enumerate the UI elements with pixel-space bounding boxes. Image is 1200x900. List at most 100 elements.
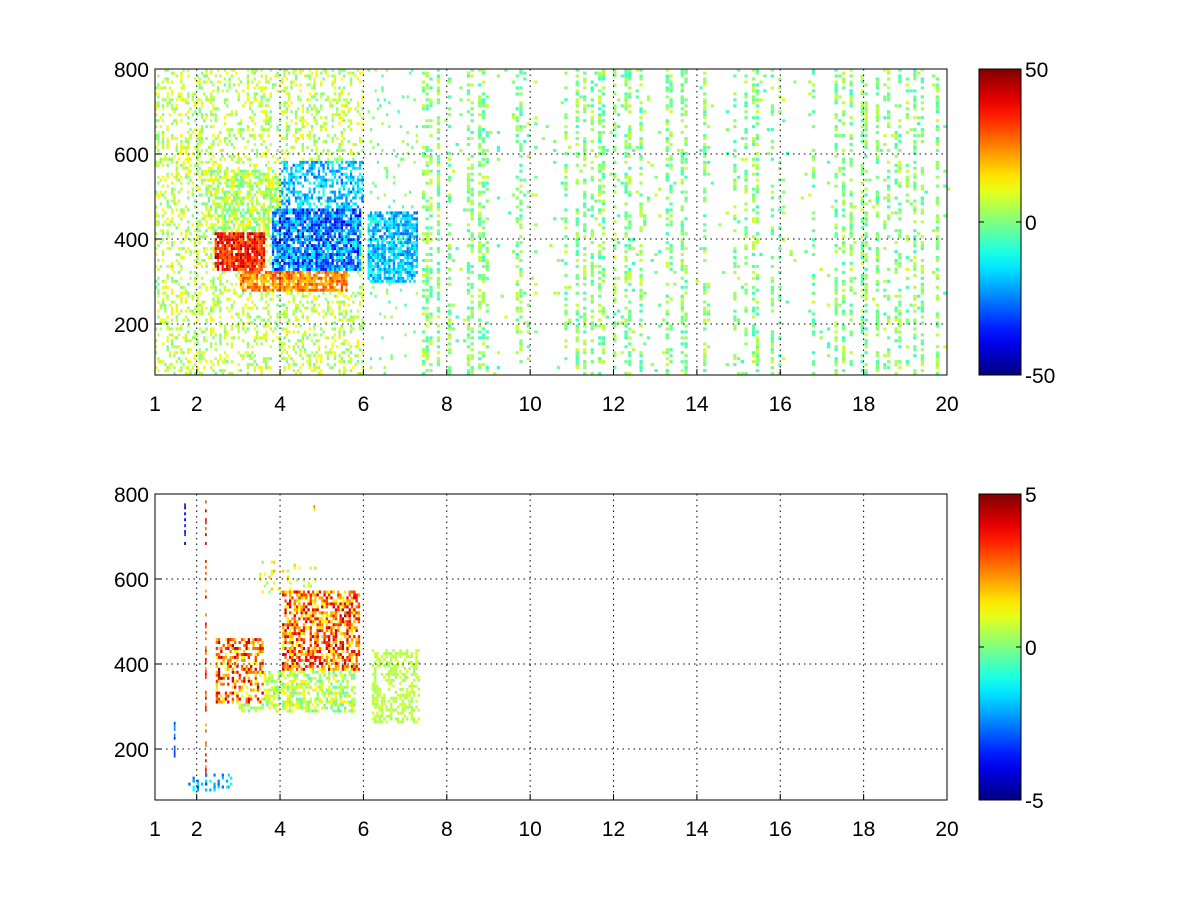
heatmap-cell [194, 229, 197, 233]
heatmap-cell [336, 205, 339, 209]
heatmap-cell [324, 140, 327, 143]
heatmap-cell [232, 336, 236, 340]
heatmap-cell [255, 92, 259, 96]
heatmap-cell [374, 238, 377, 242]
heatmap-cell [235, 137, 238, 140]
heatmap-cell [189, 369, 192, 373]
heatmap-cell [385, 259, 389, 262]
heatmap-cell [251, 267, 254, 271]
heatmap-cell [329, 244, 332, 248]
heatmap-cell [404, 214, 407, 218]
heatmap-cell [269, 357, 272, 361]
heatmap-cell [239, 354, 243, 358]
heatmap-cell [336, 261, 339, 265]
heatmap-cell [203, 339, 206, 343]
heatmap-cell [336, 214, 339, 218]
heatmap-cell [276, 211, 279, 215]
heatmap-cell [317, 175, 321, 179]
heatmap-cell [381, 250, 384, 254]
heatmap-cell [226, 259, 229, 262]
heatmap-cell [230, 208, 233, 212]
heatmap-cell [191, 312, 194, 316]
heatmap-cell [196, 339, 199, 343]
heatmap-cell [292, 68, 295, 72]
heatmap-cell [356, 181, 360, 185]
heatmap-cell [262, 140, 266, 143]
heatmap-cell [356, 354, 360, 358]
heatmap-cell [388, 250, 391, 254]
heatmap-cell [326, 264, 330, 268]
heatmap-cell [306, 178, 309, 182]
heatmap-cell [361, 116, 364, 120]
heatmap-cell [408, 253, 412, 256]
heatmap-cell [271, 285, 275, 289]
heatmap-cell [343, 104, 346, 108]
heatmap-cell [515, 279, 519, 283]
heatmap-cell [349, 229, 353, 233]
heatmap-cell [356, 372, 360, 375]
heatmap-cell [232, 259, 236, 262]
heatmap-cell [399, 125, 402, 129]
heatmap-cell [313, 238, 316, 242]
heatmap-cell [466, 288, 471, 292]
heatmap-cell [324, 336, 327, 340]
heatmap-cell [326, 178, 330, 182]
heatmap-cell [294, 303, 298, 307]
heatmap-cell [519, 128, 523, 132]
heatmap-cell [288, 211, 291, 215]
heatmap-cell [336, 101, 339, 105]
heatmap-cell [374, 250, 377, 254]
heatmap-cell [230, 372, 233, 375]
heatmap-cell [288, 276, 291, 280]
heatmap-cell [308, 276, 311, 280]
heatmap-cell [228, 235, 231, 239]
heatmap-cell [267, 205, 270, 209]
heatmap-cell [155, 134, 158, 137]
heatmap-cell [481, 333, 486, 337]
heatmap-cell [230, 261, 233, 265]
heatmap-cell [470, 285, 474, 289]
heatmap-cell [274, 238, 277, 242]
heatmap-cell [421, 71, 426, 75]
heatmap-cell [352, 261, 355, 265]
heatmap-cell [265, 339, 268, 343]
heatmap-cell [397, 264, 400, 268]
heatmap-cell [463, 318, 467, 322]
heatmap-cell [281, 342, 284, 346]
heatmap-cell [322, 190, 325, 194]
heatmap-cell [390, 276, 393, 280]
heatmap-cell [320, 327, 323, 331]
heatmap-cell [381, 241, 384, 245]
heatmap-cell [470, 357, 474, 361]
heatmap-cell [196, 211, 199, 215]
heatmap-cell [180, 300, 183, 304]
heatmap-cell [315, 148, 318, 152]
heatmap-cell [324, 208, 327, 212]
heatmap-cell [175, 202, 178, 206]
heatmap-cell [255, 336, 259, 340]
heatmap-cell [308, 232, 311, 236]
heatmap-cell [168, 247, 172, 251]
heatmap-cell [392, 175, 396, 179]
heatmap-cell [306, 354, 309, 358]
heatmap-cell [448, 267, 452, 271]
heatmap-cell [290, 190, 293, 194]
heatmap-cell [288, 187, 291, 191]
heatmap-cell [265, 184, 268, 188]
heatmap-cell [485, 250, 489, 254]
heatmap-cell [155, 345, 158, 349]
heatmap-cell [214, 285, 217, 289]
heatmap-cell [235, 244, 238, 248]
heatmap-cell [404, 226, 407, 230]
heatmap-cell [223, 196, 227, 200]
heatmap-cell [425, 238, 429, 242]
heatmap-cell [297, 175, 300, 179]
heatmap-cell [294, 288, 298, 292]
heatmap-cell [260, 294, 263, 298]
heatmap-cell [258, 229, 261, 233]
heatmap-cell [267, 187, 270, 191]
heatmap-cell [177, 214, 181, 218]
heatmap-cell [210, 330, 213, 334]
heatmap-cell [281, 273, 284, 277]
heatmap-cell [175, 315, 178, 319]
